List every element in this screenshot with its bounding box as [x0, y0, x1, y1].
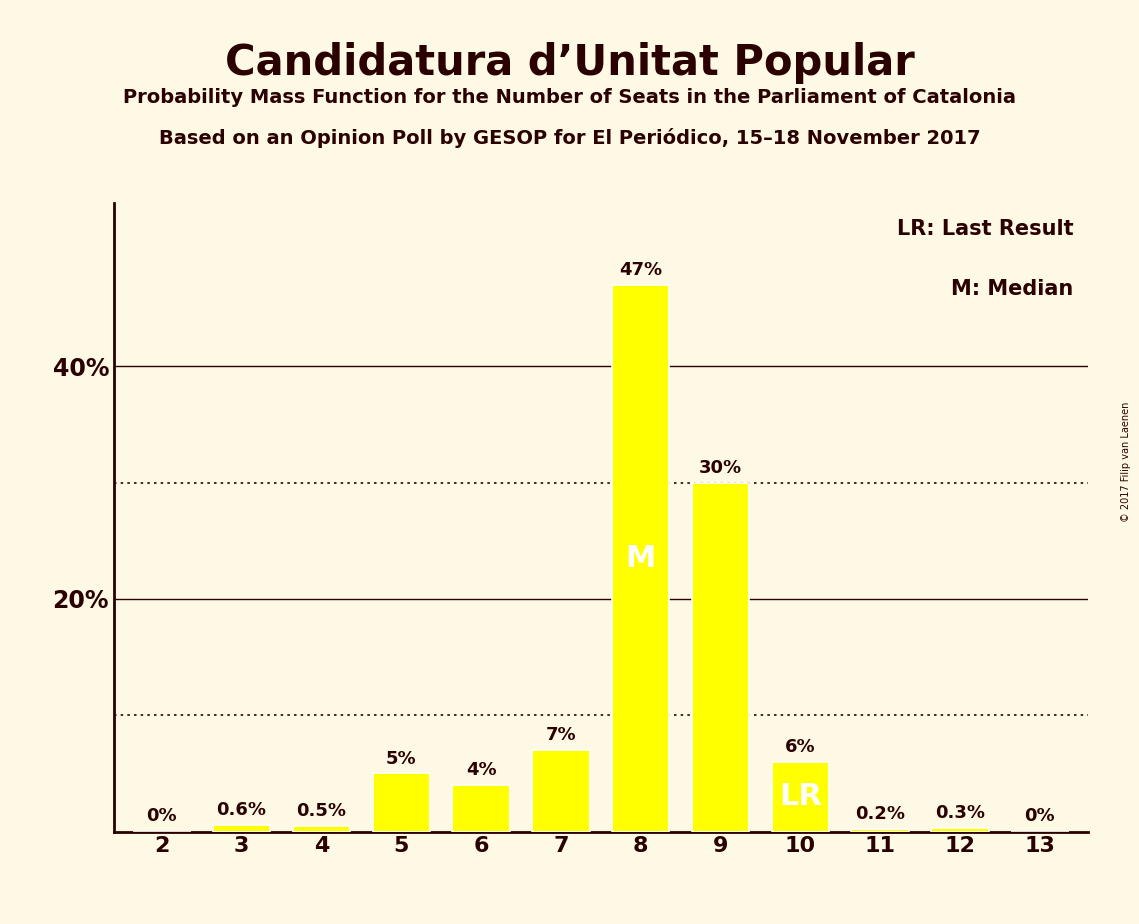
- Bar: [213, 824, 270, 832]
- Text: LR: Last Result: LR: Last Result: [896, 219, 1073, 239]
- Bar: [293, 826, 350, 832]
- Bar: [452, 785, 510, 832]
- Text: 0.2%: 0.2%: [855, 806, 906, 823]
- Text: Based on an Opinion Poll by GESOP for El Periódico, 15–18 November 2017: Based on an Opinion Poll by GESOP for El…: [158, 128, 981, 148]
- Bar: [852, 829, 909, 832]
- Text: 30%: 30%: [699, 458, 743, 477]
- Text: 0.3%: 0.3%: [935, 804, 985, 822]
- Bar: [612, 285, 670, 832]
- Bar: [691, 482, 749, 832]
- Text: M: Median: M: Median: [951, 279, 1073, 298]
- Text: 0%: 0%: [1025, 807, 1055, 824]
- Text: 0.5%: 0.5%: [296, 802, 346, 820]
- Bar: [372, 773, 431, 832]
- Text: 6%: 6%: [785, 738, 816, 756]
- Text: Candidatura d’Unitat Popular: Candidatura d’Unitat Popular: [224, 42, 915, 83]
- Text: 0.6%: 0.6%: [216, 801, 267, 819]
- Text: 4%: 4%: [466, 761, 497, 779]
- Bar: [932, 828, 989, 832]
- Text: LR: LR: [779, 783, 822, 811]
- Text: M: M: [625, 543, 656, 573]
- Text: 5%: 5%: [386, 749, 417, 768]
- Text: 7%: 7%: [546, 726, 576, 745]
- Text: 0%: 0%: [147, 807, 177, 824]
- Bar: [771, 761, 829, 832]
- Text: © 2017 Filip van Laenen: © 2017 Filip van Laenen: [1121, 402, 1131, 522]
- Text: 47%: 47%: [620, 261, 662, 279]
- Text: Probability Mass Function for the Number of Seats in the Parliament of Catalonia: Probability Mass Function for the Number…: [123, 88, 1016, 107]
- Bar: [532, 750, 590, 832]
